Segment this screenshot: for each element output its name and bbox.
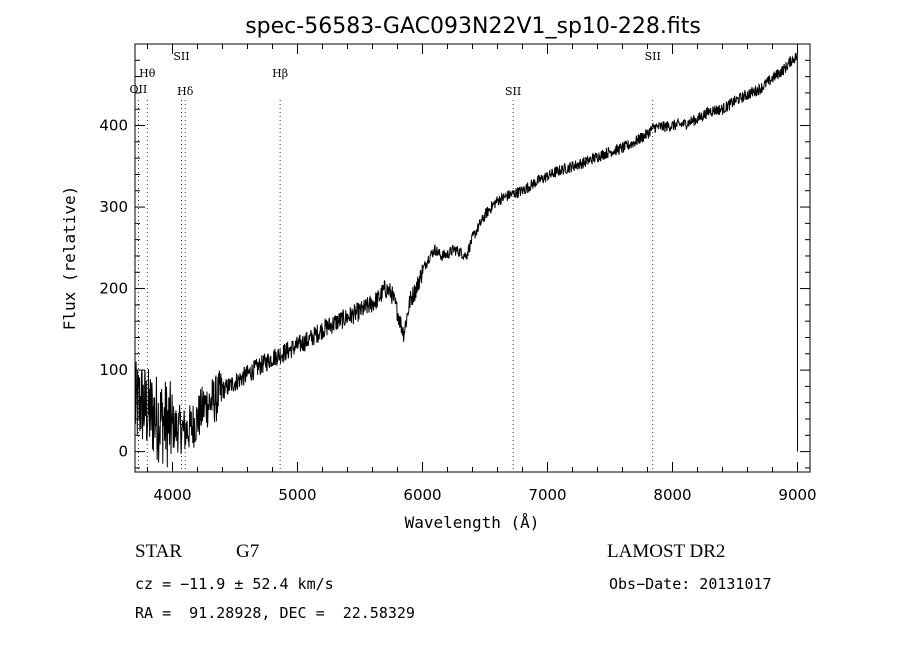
plot-frame [134, 43, 811, 473]
x-tick-label: 5000 [278, 486, 316, 504]
redshift-line: cz = −11.9 ± 52.4 km/s [135, 575, 334, 593]
obs-date: Obs−Date: 20131017 [609, 575, 772, 593]
x-tick-label: 6000 [403, 486, 441, 504]
survey-name: LAMOST DR2 [607, 541, 726, 562]
spectral-line-label: SII [173, 50, 189, 63]
axis-ticks: 4000 5000 6000 7000 8000 9000 0 100 200 300 400 [99, 44, 817, 504]
y-tick-label: 200 [99, 280, 128, 298]
x-tick-label: 9000 [778, 486, 816, 504]
y-tick-label: 300 [99, 198, 128, 216]
x-axis-label: Wavelength (Å) [405, 513, 540, 532]
spectral-line-label: Hβ [272, 67, 288, 80]
x-tick-label: 8000 [653, 486, 691, 504]
spectrum-line [134, 52, 798, 468]
x-tick-label: 7000 [528, 486, 566, 504]
y-tick-label: 400 [99, 117, 128, 135]
x-tick-label: 4000 [153, 486, 191, 504]
y-tick-label: 0 [118, 443, 128, 461]
object-subclass: G7 [236, 541, 260, 562]
spectral-line-label: OII [130, 83, 148, 96]
spectral-line-label: Hθ [139, 67, 156, 80]
chart-title: spec-56583-GAC093N22V1_sp10-228.fits [245, 14, 701, 39]
spectral-line-label: Hδ [177, 85, 194, 98]
y-tick-label: 100 [99, 361, 128, 379]
spectral-line-label: SII [645, 50, 661, 63]
object-type: STAR [135, 541, 183, 562]
y-axis-label: Flux (relative) [60, 186, 79, 331]
spectral-line-markers: OII Hθ SII Hδ Hβ SII SII [130, 50, 661, 472]
coordinates: RA = 91.28928, DEC = 22.58329 [135, 604, 415, 622]
spectral-line-label: SII [505, 85, 521, 98]
